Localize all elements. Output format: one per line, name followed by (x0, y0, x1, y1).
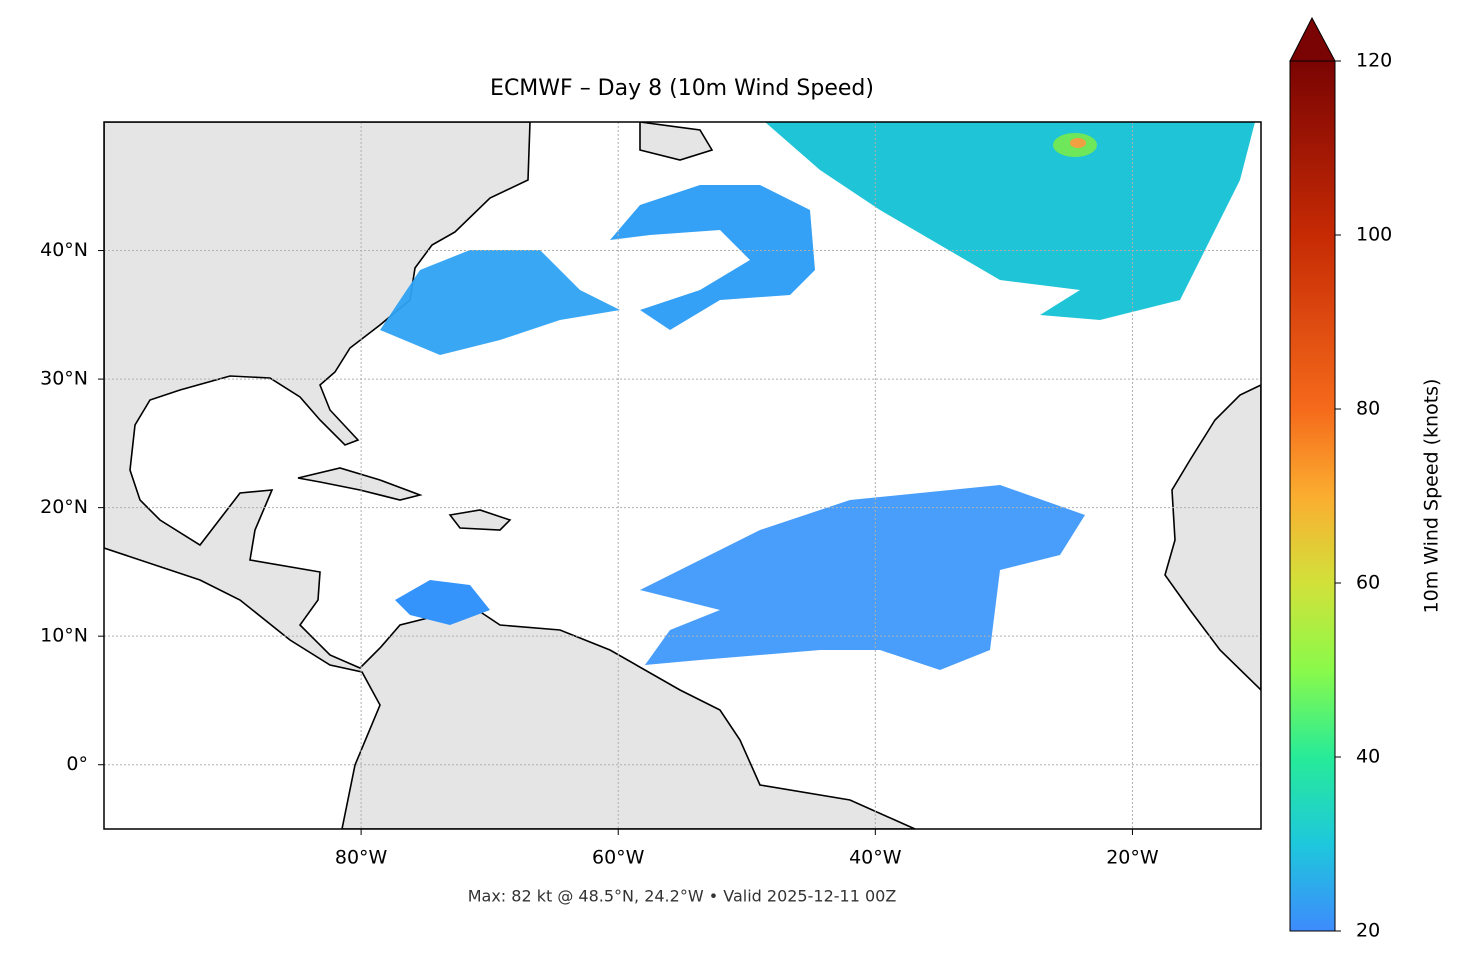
grid (104, 122, 1261, 829)
footer-note: Max: 82 kt @ 48.5°N, 24.2°W • Valid 2025… (468, 887, 897, 906)
colorbar (1289, 60, 1336, 932)
wind-field (610, 185, 815, 330)
wind-field (640, 485, 1085, 670)
x-tick-label: 60°W (592, 847, 645, 869)
map-frame (103, 121, 1262, 830)
y-tick-label: 0° (66, 753, 88, 775)
colorbar-extend (1289, 16, 1336, 62)
y-tick-label: 30°N (40, 368, 88, 390)
land (104, 122, 916, 829)
land (448, 509, 512, 531)
colorbar-tick-label: 60 (1356, 572, 1380, 594)
land (297, 467, 423, 501)
y-tick-label: 40°N (40, 239, 88, 261)
colorbar-tick-label: 20 (1356, 920, 1380, 942)
colorbar-tick-label: 40 (1356, 746, 1380, 768)
wind-field (380, 250, 620, 355)
x-tick-label: 20°W (1106, 847, 1159, 869)
chart-title: ECMWF – Day 8 (10m Wind Speed) (490, 76, 874, 101)
colorbar-label: 10m Wind Speed (knots) (1421, 379, 1443, 614)
colorbar-tick-label: 80 (1356, 398, 1380, 420)
x-tick-label: 80°W (335, 847, 388, 869)
land (639, 122, 714, 161)
y-tick-label: 10°N (40, 625, 88, 647)
wind-field (395, 580, 490, 625)
y-tick-label: 20°N (40, 496, 88, 518)
x-tick-label: 40°W (849, 847, 902, 869)
colorbar-tick-label: 100 (1356, 224, 1392, 246)
wind-max (1070, 138, 1086, 148)
land (1164, 384, 1261, 692)
colorbar-tick-label: 120 (1356, 50, 1392, 72)
